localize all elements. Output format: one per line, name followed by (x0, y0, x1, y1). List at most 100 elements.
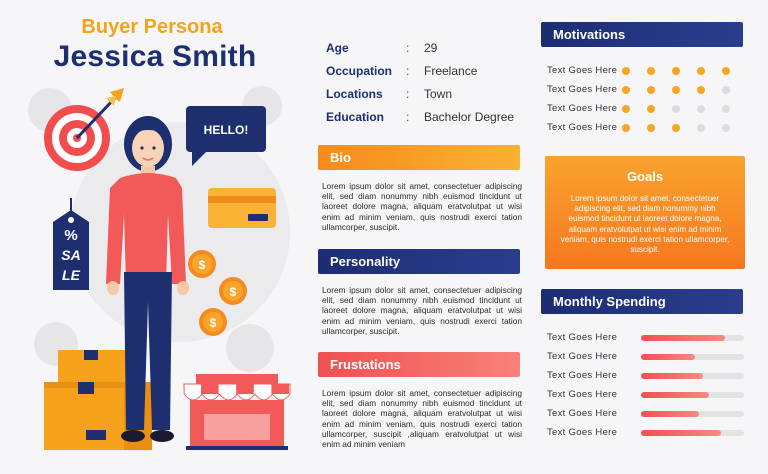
motivation-row: Text Goes Here (547, 80, 747, 99)
spending-label: Text Goes Here (547, 351, 618, 362)
spending-bar-track (641, 353, 744, 360)
rating-dot-filled (697, 66, 705, 75)
spending-label: Text Goes Here (547, 427, 618, 438)
sale-tag-text-2: LE (62, 267, 81, 283)
spending-label: Text Goes Here (547, 370, 618, 381)
rating-dot-empty (672, 104, 680, 113)
bg-circle (226, 324, 274, 372)
spending-row: Text Goes Here (547, 366, 747, 385)
rating-dot-filled (697, 85, 705, 94)
info-value: Town (424, 86, 453, 101)
monthly-spending-list: Text Goes Here Text Goes Here Text Goes … (547, 328, 747, 442)
rating-dot-filled (622, 123, 630, 132)
credit-card-icon (208, 188, 276, 228)
rating-dot-filled (672, 85, 680, 94)
spending-row: Text Goes Here (547, 423, 747, 442)
motivations-banner: Motivations (541, 22, 743, 47)
person-illustration (106, 116, 189, 442)
rating-dot-filled (622, 104, 630, 113)
rating-dot-filled (647, 85, 655, 94)
spending-row: Text Goes Here (547, 328, 747, 347)
motivation-rating (622, 85, 747, 94)
motivation-label: Text Goes Here (547, 84, 618, 95)
info-label: Occupation (326, 63, 393, 78)
sale-tag-icon: % SA LE (53, 198, 89, 290)
sale-tag-percent: % (64, 227, 77, 244)
target-icon (44, 88, 124, 171)
shop-stall-icon (183, 374, 291, 450)
spending-row: Text Goes Here (547, 385, 747, 404)
rating-dot-filled (672, 66, 680, 75)
motivation-label: Text Goes Here (547, 122, 618, 133)
sale-tag-text-1: SA (61, 247, 80, 263)
motivation-row: Text Goes Here (547, 99, 747, 118)
info-row-age: Age : 29 (326, 36, 536, 59)
motivation-rating (622, 104, 747, 113)
info-colon: : (406, 86, 410, 101)
coin-icon: $ (188, 250, 216, 278)
spending-label: Text Goes Here (547, 389, 618, 400)
spending-bar-track (641, 334, 744, 341)
spending-label: Text Goes Here (547, 332, 618, 343)
spending-row: Text Goes Here (547, 404, 747, 423)
info-row-locations: Locations : Town (326, 82, 536, 105)
coin-symbol: $ (210, 316, 217, 330)
rating-dot-empty (722, 85, 730, 94)
motivation-label: Text Goes Here (547, 65, 618, 76)
rating-dot-filled (647, 104, 655, 113)
info-label: Age (326, 40, 349, 55)
monthly-spending-banner: Monthly Spending (541, 289, 743, 314)
spending-row: Text Goes Here (547, 347, 747, 366)
speech-bubble: HELLO! (186, 106, 266, 166)
info-row-education: Education : Bachelor Degree (326, 105, 536, 128)
motivation-row: Text Goes Here (547, 118, 747, 137)
info-colon: : (406, 63, 410, 78)
motivations-list: Text Goes Here Text Goes Here Text Goes … (547, 61, 747, 137)
motivation-rating (622, 123, 747, 132)
frustations-text: Lorem ipsum dolor sit amet, consectetuer… (322, 388, 522, 450)
rating-dot-filled (622, 85, 630, 94)
info-label: Locations (326, 86, 383, 101)
info-row-occupation: Occupation : Freelance (326, 59, 536, 82)
rating-dot-filled (647, 123, 655, 132)
persona-subtitle: Buyer Persona (81, 16, 223, 38)
bio-banner: Bio (318, 145, 520, 170)
persona-info: Age : 29 Occupation : Freelance Location… (326, 36, 536, 128)
spending-bar-track (641, 372, 744, 379)
persona-name: Jessica Smith (53, 40, 257, 73)
rating-dot-empty (697, 104, 705, 113)
spending-label: Text Goes Here (547, 408, 618, 419)
rating-dot-filled (672, 123, 680, 132)
coin-symbol: $ (230, 285, 237, 299)
spending-bar-fill (641, 391, 709, 398)
coin-icon: $ (199, 308, 227, 336)
goals-title: Goals (626, 169, 664, 184)
coin-icon: $ (219, 277, 247, 305)
info-label: Education (326, 109, 385, 124)
rating-dot-empty (697, 123, 705, 132)
rating-dot-empty (722, 104, 730, 113)
info-colon: : (406, 40, 410, 55)
speech-bubble-text: HELLO! (204, 123, 249, 137)
spending-bar-fill (641, 353, 695, 360)
motivation-label: Text Goes Here (547, 103, 618, 114)
bio-text: Lorem ipsum dolor sit amet, consectetuer… (322, 181, 522, 232)
personality-banner: Personality (318, 249, 520, 274)
spending-bar-fill (641, 334, 726, 341)
rating-dot-empty (722, 123, 730, 132)
persona-illustration-svg: % SA LE HELLO! $ $ (28, 86, 291, 450)
rating-dot-filled (722, 66, 730, 75)
info-value: 29 (424, 40, 438, 55)
frustations-banner: Frustations (318, 352, 520, 377)
persona-illustration: % SA LE HELLO! $ $ (20, 82, 310, 468)
info-colon: : (406, 109, 410, 124)
coin-symbol: $ (199, 258, 206, 272)
motivation-rating (622, 66, 747, 75)
personality-text: Lorem ipsum dolor sit amet, consectetuer… (322, 285, 522, 336)
goals-box: Goals Lorem ipsum dolor sit amet, consec… (545, 156, 745, 269)
rating-dot-filled (622, 66, 630, 75)
spending-bar-track (641, 429, 744, 436)
rating-dot-filled (647, 66, 655, 75)
spending-bar-fill (641, 429, 722, 436)
boxes-icon (44, 350, 152, 450)
